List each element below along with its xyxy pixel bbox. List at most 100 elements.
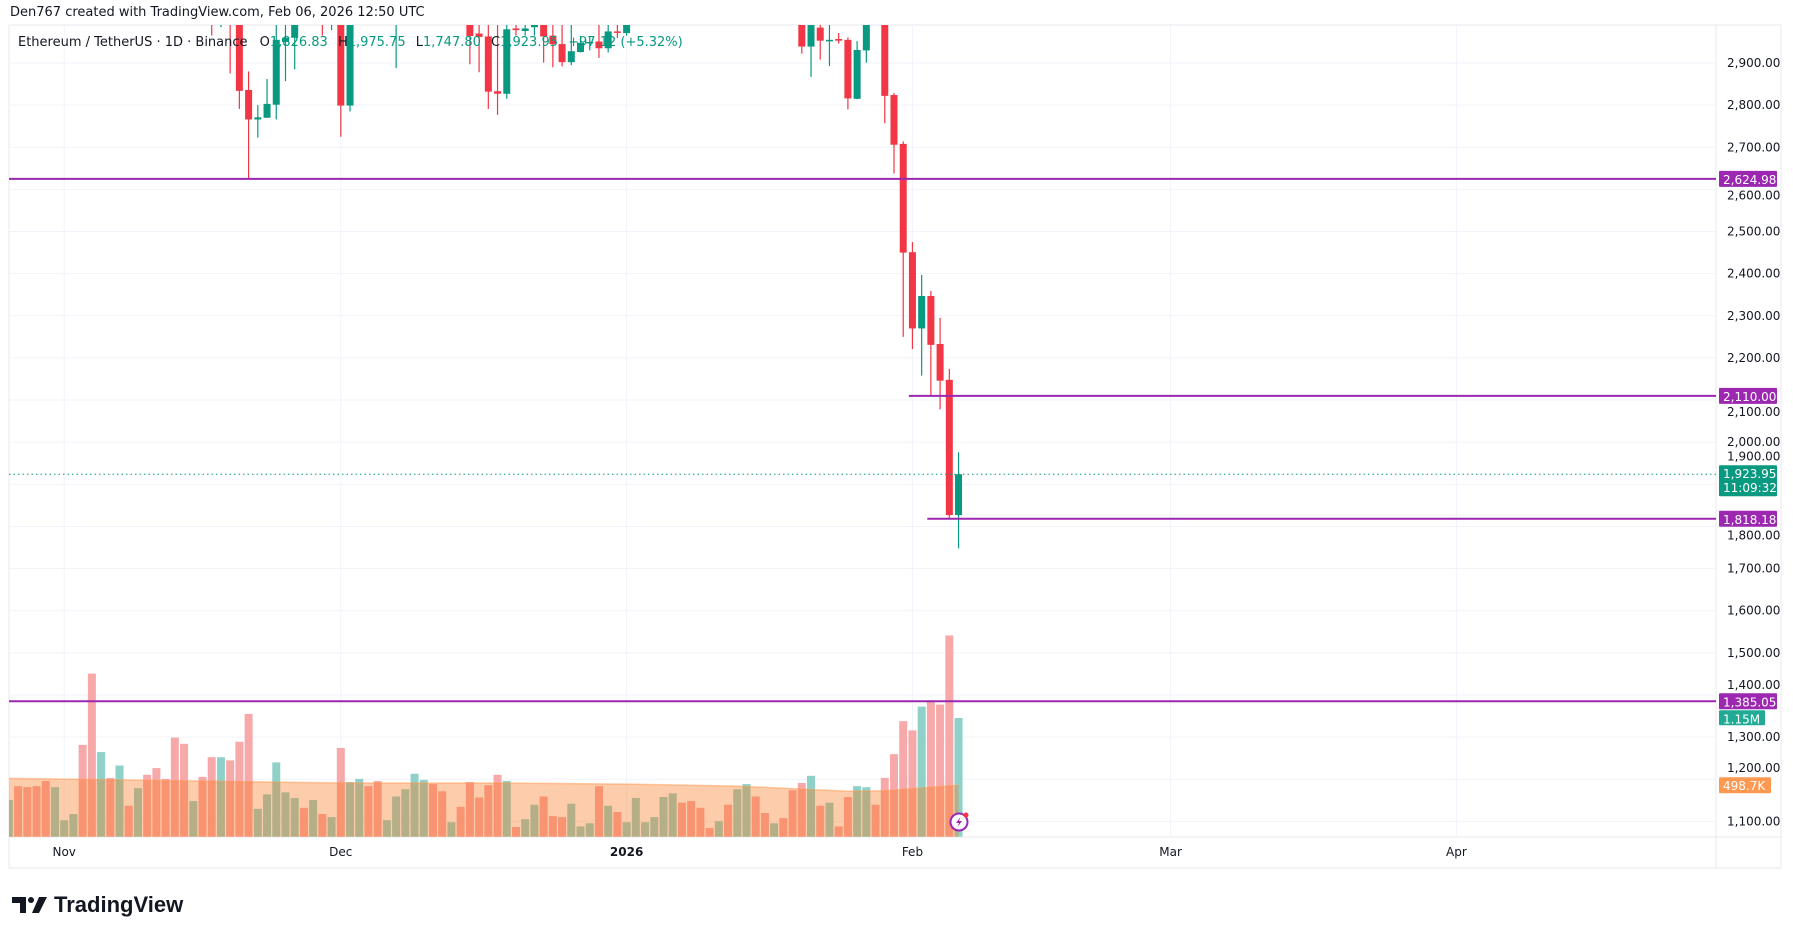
symbol-label[interactable]: Ethereum / TetherUS · 1D · Binance [18, 35, 248, 50]
volume-bar [724, 804, 733, 837]
candle-body [577, 42, 585, 53]
price-axis[interactable]: 2,900.00 2,800.00 2,700.00 2,600.00 2,500.00… [1727, 56, 1780, 828]
time-axis-label: Mar [1159, 845, 1182, 859]
chart-frame [8, 24, 1782, 869]
tradingview-logo-icon [12, 897, 47, 913]
candle-body [254, 117, 262, 120]
volume-bar [60, 820, 69, 837]
candle-body [374, 0, 381, 12]
candle-body [245, 89, 253, 120]
high-label: H [338, 35, 348, 50]
time-axis-label: Apr [1446, 845, 1467, 859]
candle-body [503, 29, 511, 94]
line-price-badge: 1,385.05 [1719, 693, 1777, 710]
line-price-badge-bg [1719, 510, 1777, 527]
volume-bar [170, 737, 179, 837]
lightning-icon[interactable] [949, 812, 969, 832]
volume-bar [410, 773, 419, 837]
volume-bar [926, 700, 935, 837]
candle-body [466, 25, 474, 37]
volume-bar [853, 786, 862, 837]
volume-bar [152, 768, 161, 837]
volume-bar [936, 704, 945, 837]
candle-body [881, 25, 889, 96]
volume-ma-badge: 498.7K [1719, 777, 1771, 794]
open-label: O [260, 35, 270, 50]
volume-bar [760, 812, 769, 837]
volume-bar [668, 793, 677, 837]
volume-bar [807, 775, 816, 837]
volume-bar [299, 807, 308, 837]
horizontal-lines[interactable] [9, 177, 1716, 703]
candle-body [604, 31, 612, 49]
price-tick-label: 2,800.00 [1727, 98, 1780, 112]
line-price-badge-bg [1719, 693, 1777, 710]
volume-bar [115, 765, 124, 837]
candle-body [540, 25, 548, 37]
volume-bar [373, 780, 382, 837]
volume-bar [631, 798, 640, 837]
time-axis[interactable]: Nov Dec 2026 Feb Mar Apr [52, 845, 1466, 859]
time-axis-label: Nov [52, 845, 75, 859]
price-tick-label: 1,400.00 [1727, 678, 1780, 692]
candle-body [945, 379, 953, 516]
volume-bar [779, 818, 788, 837]
low-value: 1,747.80 [423, 35, 481, 50]
candle-body [484, 36, 492, 92]
time-axis-label: 2026 [610, 845, 643, 859]
candle-body [217, 0, 224, 17]
candle-body [890, 95, 898, 145]
volume-bar [207, 757, 216, 837]
tradingview-logo[interactable]: TradingView [12, 892, 183, 918]
volume-ma-badge-bg [1719, 777, 1771, 794]
price-tick-label: 1,700.00 [1727, 562, 1780, 576]
candle-body [328, 8, 335, 21]
price-tick-label: 2,200.00 [1727, 351, 1780, 365]
line-price-badge-bg [1719, 387, 1777, 404]
candle-body [844, 39, 852, 99]
volume-bar [161, 778, 170, 837]
candle-body [512, 28, 520, 31]
volume-bar [622, 822, 631, 837]
candle-body [908, 252, 916, 329]
volume-bar [484, 785, 493, 837]
volume-bar [419, 779, 428, 837]
volume-bar [539, 796, 548, 837]
volume-bar [714, 821, 723, 837]
candle-body [346, 25, 354, 106]
candles [211, 0, 963, 549]
price-tick-label: 1,100.00 [1727, 814, 1780, 828]
volume-bar [382, 820, 391, 837]
volume-bar [502, 780, 511, 837]
candle-body [955, 474, 963, 516]
volume-ma-badge-text: 498.7K [1723, 779, 1766, 793]
candle-body [825, 39, 833, 42]
candle-body [613, 31, 621, 33]
volume-bar [263, 794, 272, 837]
volume-bar [346, 782, 355, 837]
volume-bar [97, 752, 106, 837]
volume-badge-bg [1719, 710, 1765, 726]
volume-pane [9, 635, 963, 837]
line-price-badge-text: 2,624.98 [1723, 173, 1776, 187]
line-price-badge: 2,624.98 [1719, 170, 1777, 187]
volume-bar [742, 784, 751, 837]
candle-body [835, 38, 843, 41]
volume-bar [530, 804, 539, 837]
volume-bar [558, 817, 567, 837]
attribution-text: Den767 created with TradingView.com, Feb… [10, 5, 425, 20]
volume-bar [429, 784, 437, 837]
volume-bar [465, 782, 474, 837]
volume-bar [198, 776, 207, 837]
close-label: C [491, 35, 500, 50]
volume-bar [788, 790, 797, 837]
volume-bar [32, 786, 41, 837]
volume-bar [871, 804, 880, 837]
volume-bar [87, 673, 96, 837]
change-value: +97.12 (+5.32%) [568, 35, 683, 50]
candle-body [853, 49, 861, 99]
price-tick-label: 2,900.00 [1727, 56, 1780, 70]
volume-bar [180, 743, 189, 837]
time-axis-label: Dec [329, 845, 352, 859]
